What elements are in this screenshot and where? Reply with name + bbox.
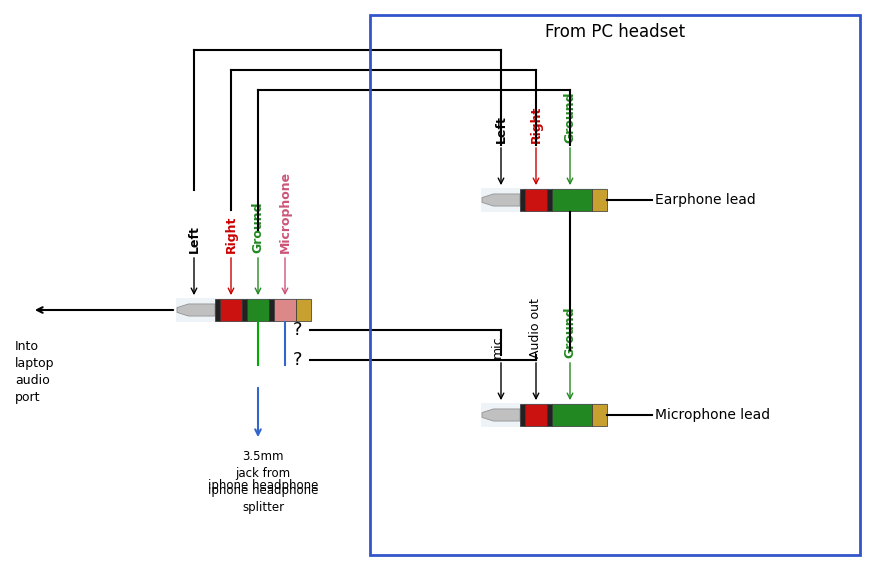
Bar (592, 189, 607, 211)
Text: ?: ? (292, 321, 302, 339)
Bar (370, 15, 860, 555)
Polygon shape (482, 409, 520, 421)
Text: Left: Left (494, 115, 508, 143)
Text: iphone headphone: iphone headphone (208, 479, 318, 492)
Text: mic: mic (491, 335, 503, 358)
Text: ?: ? (292, 351, 302, 369)
Text: Right: Right (224, 215, 237, 253)
Bar (274, 299, 296, 321)
Bar (525, 189, 547, 211)
Bar (547, 404, 552, 426)
Text: Ground: Ground (563, 92, 577, 143)
Text: Left: Left (188, 225, 200, 253)
Bar (269, 299, 274, 321)
Bar (552, 404, 592, 426)
Bar (520, 404, 525, 426)
Text: Ground: Ground (563, 307, 577, 358)
Bar (592, 404, 607, 426)
Polygon shape (482, 194, 520, 206)
Text: Audio out: Audio out (530, 298, 542, 358)
Bar (215, 299, 220, 321)
Bar (547, 189, 552, 211)
Text: From PC headset: From PC headset (545, 23, 685, 41)
Text: Microphone lead: Microphone lead (655, 408, 770, 422)
Polygon shape (177, 304, 215, 316)
FancyBboxPatch shape (176, 298, 313, 322)
Bar (296, 299, 311, 321)
Text: 3.5mm
jack from
iphone headphone
splitter: 3.5mm jack from iphone headphone splitte… (208, 450, 318, 514)
Bar (242, 299, 247, 321)
Text: Microphone: Microphone (278, 171, 291, 253)
Bar (552, 189, 592, 211)
FancyBboxPatch shape (481, 188, 608, 212)
Bar (520, 189, 525, 211)
FancyBboxPatch shape (481, 403, 608, 427)
Bar (525, 404, 547, 426)
Text: Ground: Ground (252, 202, 265, 253)
Bar (247, 299, 269, 321)
Text: Earphone lead: Earphone lead (655, 193, 756, 207)
Bar (220, 299, 242, 321)
Text: Right: Right (530, 105, 542, 143)
Text: Into
laptop
audio
port: Into laptop audio port (15, 340, 55, 404)
